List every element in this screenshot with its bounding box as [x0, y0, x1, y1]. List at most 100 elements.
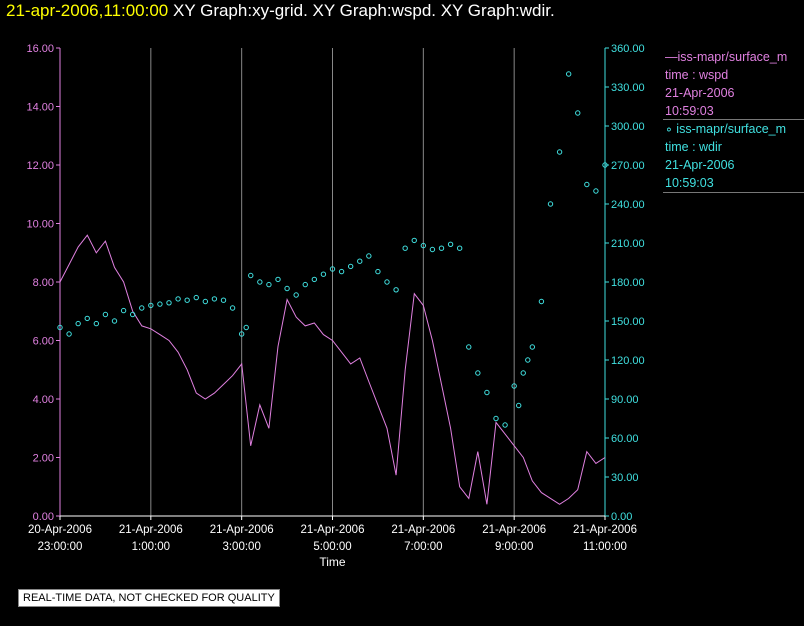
legend-wspd: —iss-mapr/surface_m time : wspd 21-Apr-2… — [665, 48, 787, 120]
right-tick-label: 180.00 — [611, 277, 645, 289]
legend-wspd-time: 10:59:03 — [665, 104, 714, 118]
series-wdir-point — [565, 71, 572, 77]
series-wdir-point — [466, 344, 472, 350]
series-wdir-point — [129, 311, 136, 318]
series-wdir-point — [384, 279, 390, 285]
series-wdir-point — [243, 324, 249, 331]
x-tick-label-date: 21-Apr-2006 — [301, 524, 365, 536]
series-wdir-point — [311, 276, 318, 283]
x-tick-label-time: 9:00:00 — [495, 541, 533, 553]
series-wdir-point — [516, 402, 522, 409]
series-wdir-point — [211, 296, 218, 302]
left-tick-label: 10.00 — [26, 219, 54, 231]
x-tick-label-date: 21-Apr-2006 — [482, 524, 546, 536]
left-tick-label: 6.00 — [33, 336, 54, 348]
series-wdir-point — [538, 298, 545, 305]
series-wspd-line — [59, 234, 606, 505]
series-wdir-point — [320, 271, 327, 277]
series-wdir-point — [556, 149, 563, 155]
series-wdir-point — [93, 320, 100, 327]
legend-wdir-date: 21-Apr-2006 — [665, 158, 735, 172]
right-tick-label: 90.00 — [611, 394, 639, 406]
series-wdir-point — [602, 162, 608, 168]
x-tick-label-time: 1:00:00 — [132, 541, 170, 553]
left-tick-label: 14.00 — [26, 102, 54, 114]
series-wdir-point — [584, 181, 590, 188]
series-wdir-point — [447, 241, 454, 248]
right-tick-label: 30.00 — [611, 472, 639, 484]
series-wdir-point — [66, 331, 72, 337]
legend-wdir-time: 10:59:03 — [665, 176, 714, 190]
series-wdir-point — [347, 263, 354, 270]
legend-divider — [663, 192, 804, 193]
series-wdir-point — [102, 311, 109, 318]
right-tick-label: 270.00 — [611, 160, 645, 172]
right-tick-label: 120.00 — [611, 355, 645, 367]
series-wdir-point — [366, 253, 372, 259]
right-tick-label: 210.00 — [611, 238, 645, 250]
series-wdir-point — [475, 370, 481, 376]
series-wdir-point — [357, 258, 363, 264]
right-tick-label: 300.00 — [611, 121, 645, 133]
x-axis-label: Time — [319, 555, 346, 569]
series-wdir-point — [511, 383, 517, 389]
x-tick-label-date: 20-Apr-2006 — [28, 524, 92, 536]
series-wdir-point — [57, 324, 63, 331]
series-wdir-point — [520, 370, 526, 376]
legend-divider — [663, 119, 804, 120]
legend-wspd-date: 21-Apr-2006 — [665, 86, 735, 100]
series-wdir-point — [525, 357, 531, 363]
left-tick-label: 4.00 — [33, 394, 54, 406]
header-title: XY Graph:xy-grid. XY Graph:wspd. XY Grap… — [173, 1, 555, 20]
x-tick-label-time: 3:00:00 — [222, 541, 260, 553]
left-tick-label: 8.00 — [33, 277, 54, 289]
x-tick-label-time: 5:00:00 — [313, 541, 351, 553]
series-wdir-point — [193, 294, 199, 301]
right-tick-label: 150.00 — [611, 316, 645, 328]
right-tick-label: 330.00 — [611, 82, 645, 94]
series-wdir-point — [257, 279, 263, 285]
series-wdir-point — [456, 245, 463, 251]
header-timestamp: 21-apr-2006,11:00:00 — [6, 1, 169, 20]
series-wdir-point — [229, 305, 236, 311]
series-wdir-point — [302, 281, 308, 288]
series-wdir-point — [275, 276, 281, 283]
quality-disclaimer: REAL-TIME DATA, NOT CHECKED FOR QUALITY — [18, 589, 280, 607]
x-tick-label-date: 21-Apr-2006 — [119, 524, 183, 536]
series-wdir-point — [148, 302, 154, 309]
series-wdir-point — [375, 268, 381, 275]
series-wdir-point — [120, 307, 127, 314]
legend-wspd-label: —iss-mapr/surface_m — [665, 50, 788, 64]
series-wdir-point — [166, 300, 172, 306]
series-wdir-point — [338, 268, 345, 275]
series-wdir-point — [284, 285, 290, 292]
series-wdir-point — [502, 422, 508, 428]
x-tick-label-date: 21-Apr-2006 — [573, 524, 637, 536]
series-wdir-point — [139, 305, 145, 311]
series-wdir-point — [202, 298, 209, 305]
series-wdir-point — [493, 415, 499, 422]
x-tick-label-time: 7:00:00 — [404, 541, 442, 553]
series-wdir-point — [175, 296, 181, 302]
series-wdir-point — [293, 292, 299, 298]
chart-header: 21-apr-2006,11:00:00 XY Graph:xy-grid. X… — [6, 1, 555, 21]
series-wdir-point — [157, 301, 163, 307]
series-wdir-point — [75, 320, 81, 327]
x-tick-label-time: 11:00:00 — [583, 541, 627, 553]
series-wdir-point — [547, 201, 554, 207]
legend-wdir: ∘ iss-mapr/surface_m time : wdir 21-Apr-… — [665, 120, 786, 192]
series-wdir-point — [484, 389, 490, 396]
series-wdir-point — [411, 237, 417, 244]
left-tick-label: 12.00 — [26, 160, 54, 172]
series-wdir-point — [220, 297, 227, 303]
x-tick-label-date: 21-Apr-2006 — [210, 524, 274, 536]
right-tick-label: 60.00 — [611, 433, 639, 445]
series-wdir-point — [393, 287, 399, 293]
series-wdir-point — [184, 297, 190, 303]
x-tick-label-date: 21-Apr-2006 — [391, 524, 455, 536]
left-tick-label: 0.00 — [33, 511, 54, 523]
series-wdir-point — [438, 245, 445, 251]
legend-wspd-variable: time : wspd — [665, 68, 729, 82]
right-tick-label: 360.00 — [611, 43, 645, 55]
series-wdir-point — [266, 281, 272, 288]
